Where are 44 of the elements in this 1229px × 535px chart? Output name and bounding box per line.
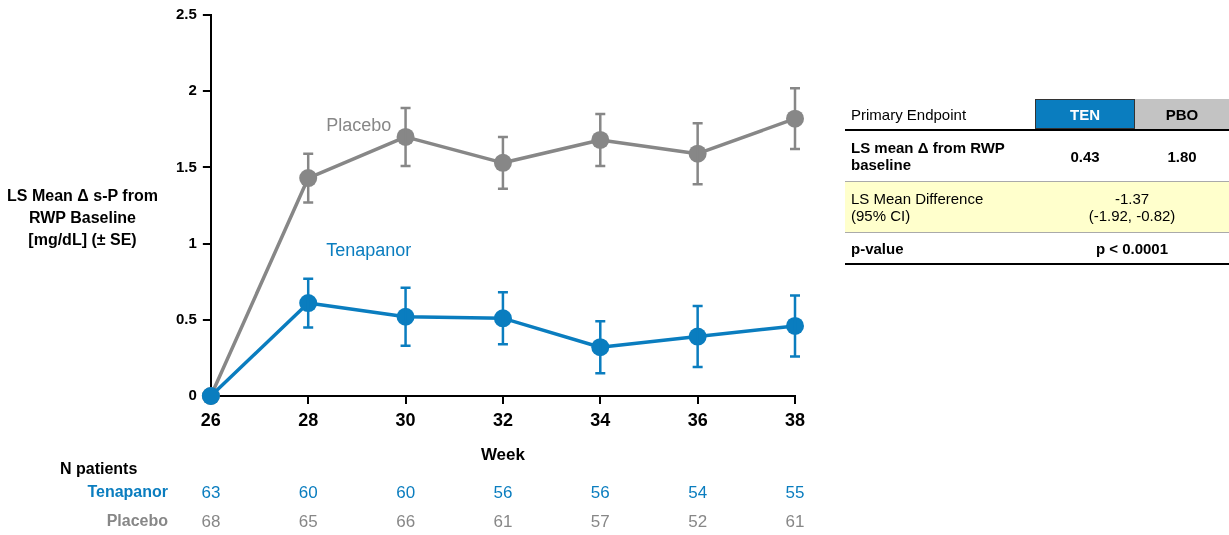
x-tick-label: 26 xyxy=(200,409,221,430)
text: 63 xyxy=(200,483,222,503)
text: 60 xyxy=(395,483,417,503)
text: p < 0.0001 xyxy=(1094,238,1170,259)
text: -1.37 (-1.92, -0.82) xyxy=(1087,189,1177,226)
series-label: Placebo xyxy=(326,114,392,135)
x-tick-label: 34 xyxy=(590,409,611,430)
text: LS mean Δ from RWP baseline xyxy=(850,138,1006,175)
text: TEN xyxy=(1035,99,1135,129)
text: 61 xyxy=(784,512,806,532)
x-tick-label: 36 xyxy=(687,409,708,430)
text: PBO xyxy=(1135,99,1229,129)
y-tick-label: 0.5 xyxy=(175,309,197,327)
text: 55 xyxy=(784,483,806,503)
x-axis-title: Week xyxy=(480,445,526,465)
text: 56 xyxy=(589,483,611,503)
text: Placebo xyxy=(106,512,168,530)
text: LS Mean Difference (95% CI) xyxy=(850,189,985,226)
text: 54 xyxy=(687,483,709,503)
text: 68 xyxy=(200,512,222,532)
y-tick-label: 0 xyxy=(188,386,197,404)
text: 66 xyxy=(395,512,417,532)
x-tick-label: 30 xyxy=(395,409,416,430)
x-tick-label: 32 xyxy=(492,409,513,430)
y-tick-label: 2.5 xyxy=(175,5,197,23)
text: N patients xyxy=(60,460,138,478)
text: 56 xyxy=(492,483,514,503)
y-tick-label: 1 xyxy=(188,233,197,251)
x-tick-label: 28 xyxy=(298,409,319,430)
y-tick-label: 2 xyxy=(188,81,197,99)
text: Tenapanor xyxy=(326,239,412,260)
y-tick-label: 1.5 xyxy=(175,157,197,175)
text: 60 xyxy=(297,483,319,503)
y-axis-title: LS Mean Δ s-P from RWP Baseline [mg/dL] (± SE) xyxy=(6,186,159,250)
text: p-value xyxy=(850,238,905,259)
text: Primary Endpoint xyxy=(850,104,968,125)
text: 57 xyxy=(589,512,611,532)
text: 0.43 xyxy=(1069,146,1101,167)
text: 1.80 xyxy=(1166,146,1198,167)
text: Tenapanor xyxy=(87,483,168,501)
text: 61 xyxy=(492,512,514,532)
text: 52 xyxy=(687,512,709,532)
text: 65 xyxy=(297,512,319,532)
x-tick-label: 38 xyxy=(784,409,806,430)
